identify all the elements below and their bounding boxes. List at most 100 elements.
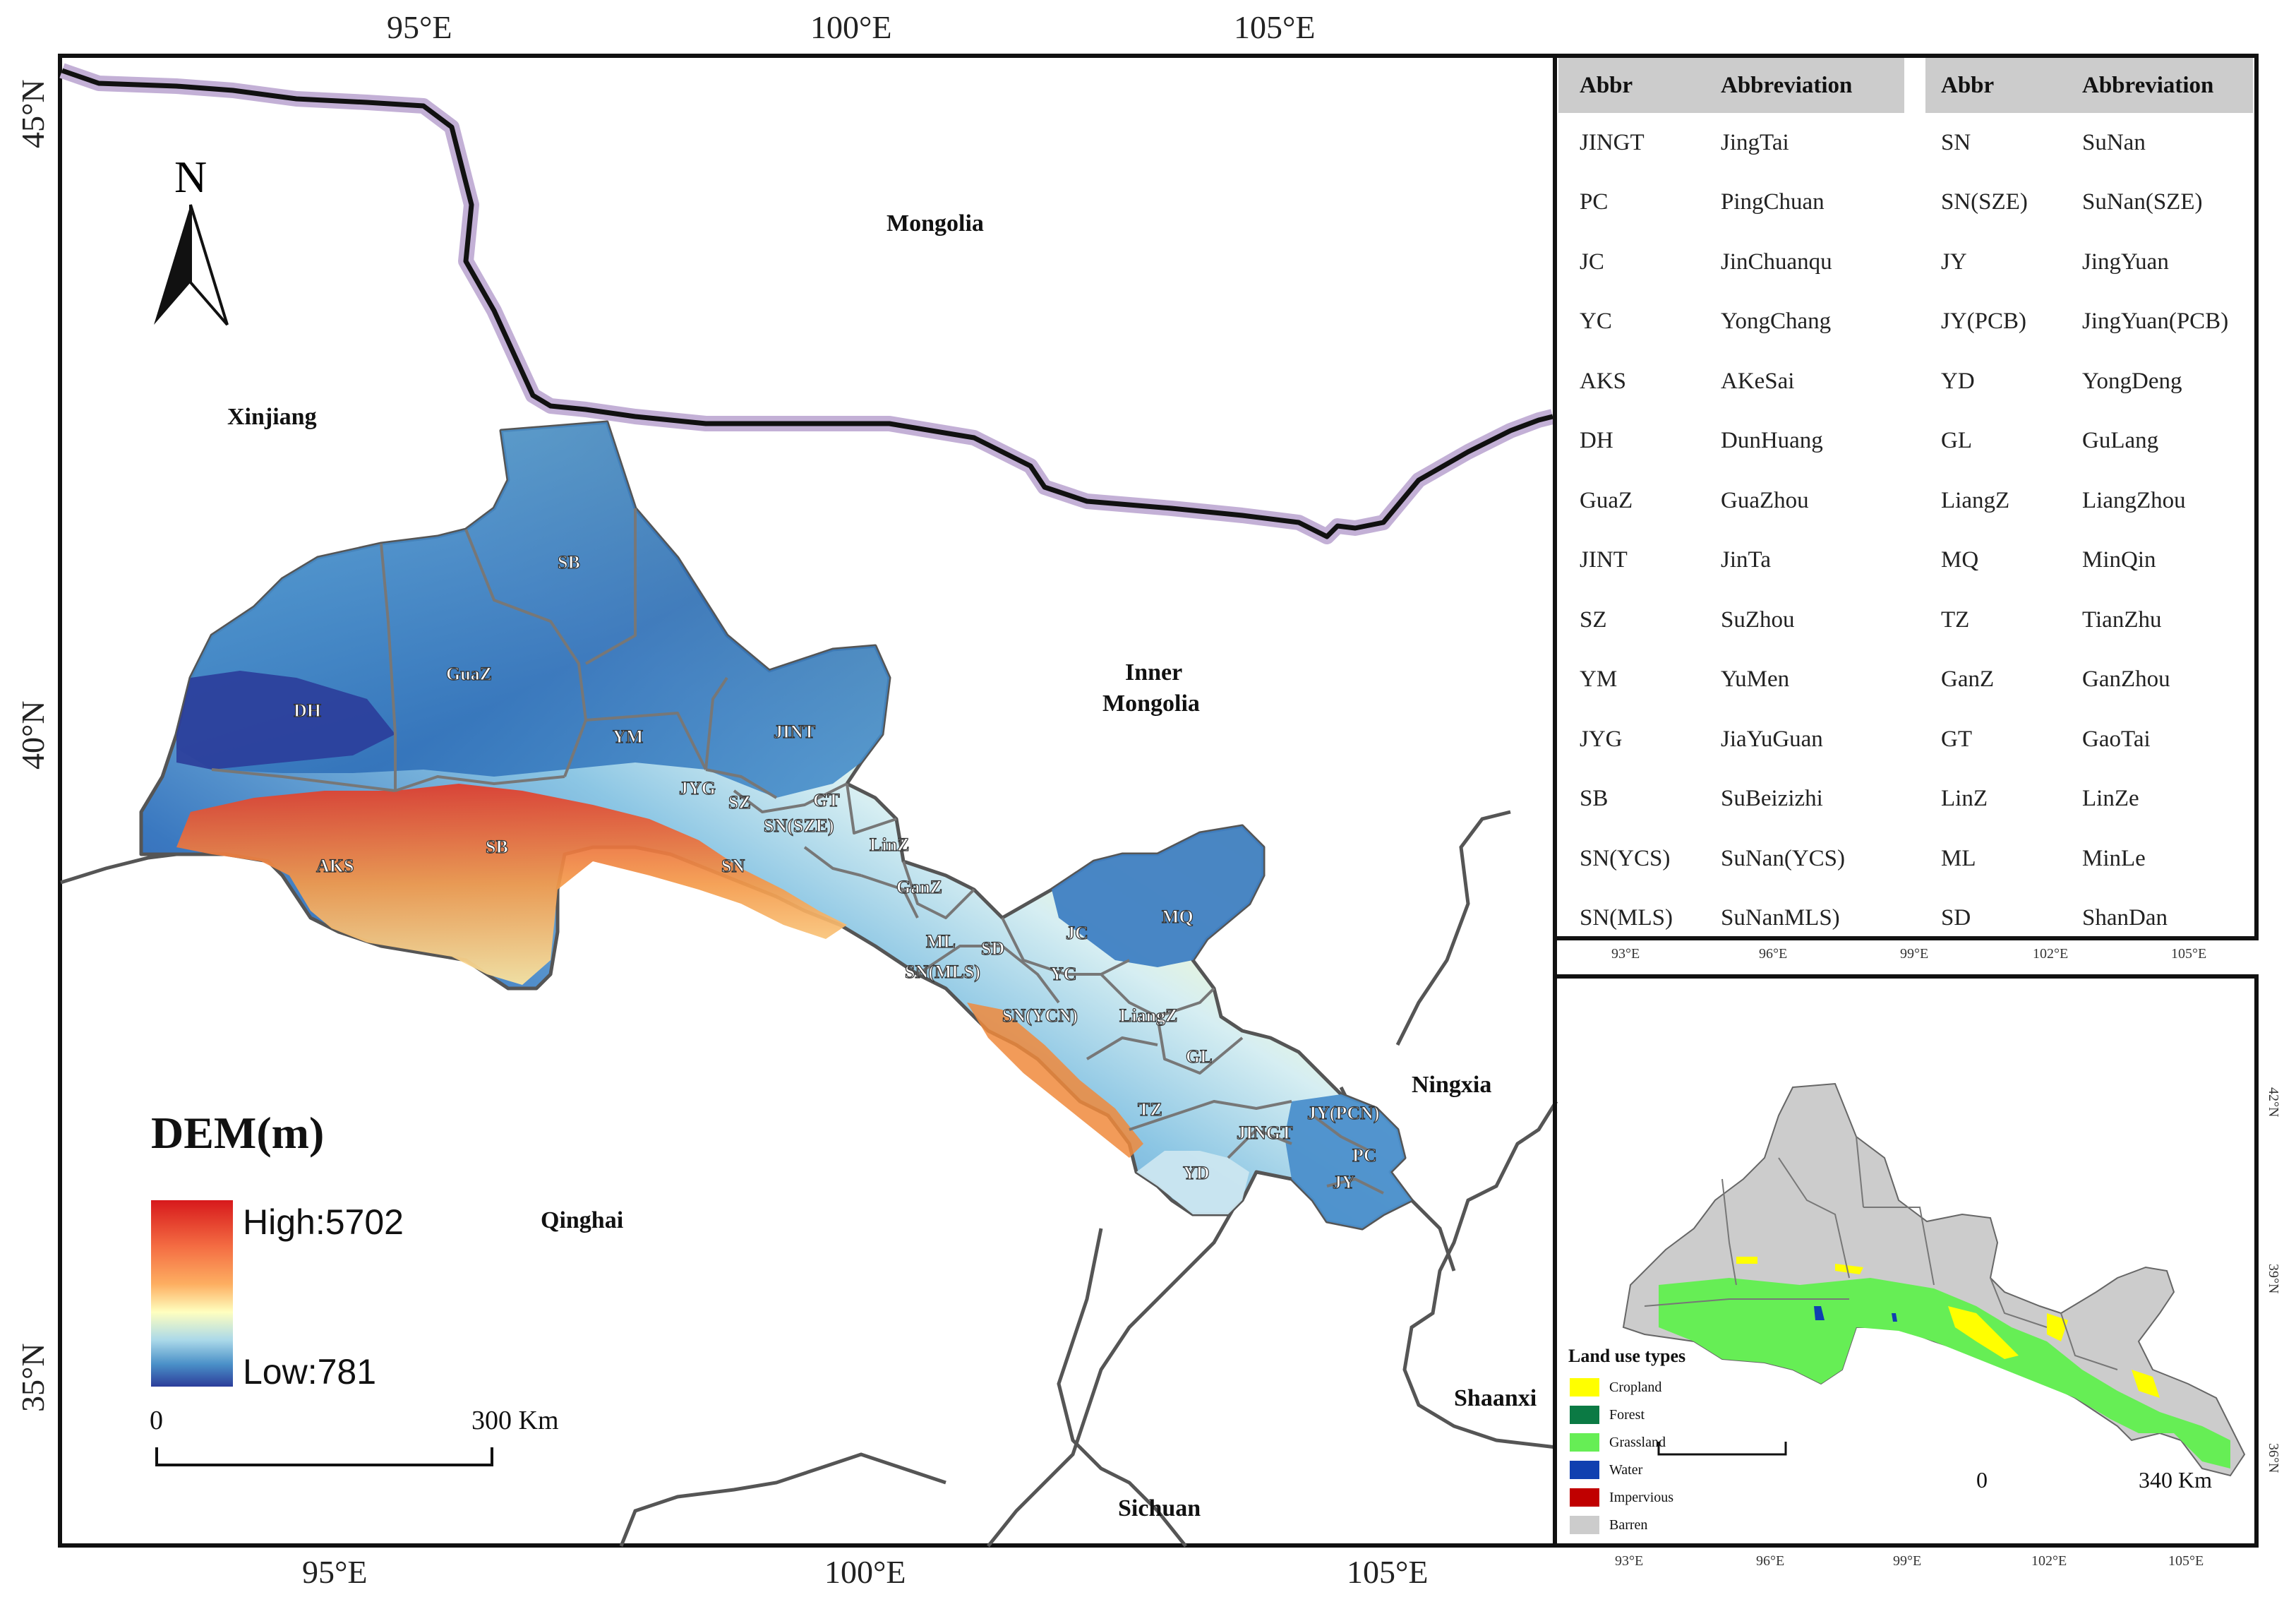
inset-bottom-tick: 102°E [2031,1553,2067,1569]
county-label: SZ [728,792,751,813]
top-tick-95: 95°E [387,9,452,45]
abbr-cell: GT [1941,726,1972,752]
abbr-cell: LinZ [1941,786,1988,812]
dem-legend-high: High:5702 [243,1202,404,1242]
legend-swatch [1570,1461,1599,1479]
bottom-tick-100: 100°E [824,1554,906,1590]
mongolia-border-halo [59,63,1555,544]
abbreviation-cell: SuNan [2082,129,2146,155]
abbr-table-row: JINT JinTa MQ MinQin [1558,531,2253,591]
abbreviation-cell: JiaYuGuan [1721,726,1823,752]
abbr-table-row: JYG JiaYuGuan GT GaoTai [1558,710,2253,770]
north-arrow [154,204,229,326]
main-scale-end: 300 Km [471,1406,559,1435]
county-label: JY(PCN) [1307,1103,1380,1123]
main-scale-bar [155,1447,493,1466]
county-label: PC [1352,1145,1377,1166]
county-label: GT [813,790,840,811]
land-use-legend-title: Land use types [1568,1346,1686,1366]
abbr-table-row: JINGT JingTai SN SuNan [1558,113,2253,173]
inset-top-tick: 96°E [1759,946,1788,962]
abbreviation-cell: ShanDan [2082,905,2168,931]
region-sichuan: Sichuan [1118,1495,1201,1521]
land-use-legend-item: Barren [1570,1516,1647,1534]
abbreviation-cell: YuMen [1721,666,1790,693]
abbreviation-cell: LiangZhou [2082,487,2186,513]
legend-swatch [1570,1488,1599,1507]
abbr-table-frame [1553,54,2259,940]
legend-swatch [1570,1406,1599,1424]
county-label: SD [981,938,1004,959]
abbreviation-cell: SuBeizizhi [1721,786,1823,812]
inset-right-tick: 36°N [2266,1443,2281,1473]
county-label: GL [1186,1046,1213,1067]
top-tick-100: 100°E [810,9,892,45]
abbr-cell: JY(PCB) [1941,309,2027,335]
abbreviation-cell: JingYuan(PCB) [2082,309,2229,335]
abbreviation-cell: GanZhou [2082,666,2170,693]
county-label: GuaZ [446,664,492,684]
region-mongolia: Mongolia [886,210,984,237]
abbreviation-cell: TianZhu [2082,606,2162,633]
inset-canvas [1622,1082,2246,1477]
abbreviation-cell: YongDeng [2082,368,2182,394]
abbreviation-cell: LinZe [2082,786,2139,812]
dem-yd [1136,1151,1249,1214]
county-label: AKS [316,856,354,876]
abbr-cell: YD [1941,368,1975,394]
inset-county-lines [1644,1136,2118,1370]
abbreviation-cell: GuaZhou [1721,487,1809,513]
dem-jy [1285,1094,1412,1228]
county-label: TZ [1138,1099,1162,1120]
county-label: SN [721,856,745,876]
abbr-cell: SZ [1580,606,1607,633]
abbr-table-row: YM YuMen GanZ GanZhou [1558,650,2253,710]
abbreviation-cell: JinTa [1721,547,1772,573]
inset-top-tick: 99°E [1900,946,1929,962]
inset-bottom-tick: 105°E [2168,1553,2204,1569]
abbr-table-row: JC JinChuanqu JY JingYuan [1558,232,2253,292]
abbr-cell: PC [1580,189,1609,215]
county-label: DH [294,700,321,721]
abbr-cell: TZ [1941,606,1970,633]
county-label: SB [558,552,580,573]
abbreviation-cell: MinQin [2082,547,2156,573]
abbr-table-row: PC PingChuan SN(SZE) SuNan(SZE) [1558,173,2253,233]
legend-label: Barren [1609,1517,1648,1533]
region-inner-mongolia-2: Mongolia [1102,690,1200,717]
inset-scale-bar [1657,1442,1787,1456]
abbr-cell: ML [1941,845,1976,871]
mongolia-border [61,68,1553,539]
land-use-legend-item: Cropland [1570,1378,1661,1396]
abbr-cell: GanZ [1941,666,1995,693]
legend-swatch [1570,1433,1599,1452]
north-arrow-label: N [174,152,207,202]
county-borders [211,508,1384,1195]
abbr-table-row: SZ SuZhou TZ TianZhu [1558,590,2253,650]
abbr-cell: AKS [1580,368,1627,394]
abbr-cell: YC [1580,309,1612,335]
abbreviation-cell: DunHuang [1721,428,1823,454]
legend-swatch [1570,1378,1599,1396]
inset-right-tick: 42°N [2266,1087,2281,1118]
inset-top-tick: 105°E [2171,946,2207,962]
abbr-cell: JINT [1580,547,1628,573]
abbr-cell: JINGT [1580,129,1645,155]
abbreviation-cell: MinLe [2082,845,2146,871]
abbr-table-row: YC YongChang JY(PCB) JingYuan(PCB) [1558,292,2253,352]
legend-swatch [1570,1516,1599,1534]
inset-scale-start: 0 [1976,1467,1988,1493]
county-label: ML [926,931,956,952]
abbreviation-cell: GuLang [2082,428,2159,454]
land-use-legend-item: Water [1570,1461,1642,1479]
abbr-cell: YM [1580,666,1618,693]
abbr-cell: MQ [1941,547,1979,573]
inset-bottom-tick: 99°E [1893,1553,1922,1569]
abbr-table: Abbr Abbreviation Abbr Abbreviation JING… [1558,58,2253,948]
county-label: SN(MLS) [905,962,980,982]
dem-legend-title: DEM(m) [151,1108,325,1158]
abbreviation-cell: SuNan(YCS) [1721,845,1846,871]
abbreviation-header: Abbreviation [2082,58,2253,113]
abbr-cell: SD [1941,905,1971,931]
legend-label: Grassland [1609,1434,1666,1450]
